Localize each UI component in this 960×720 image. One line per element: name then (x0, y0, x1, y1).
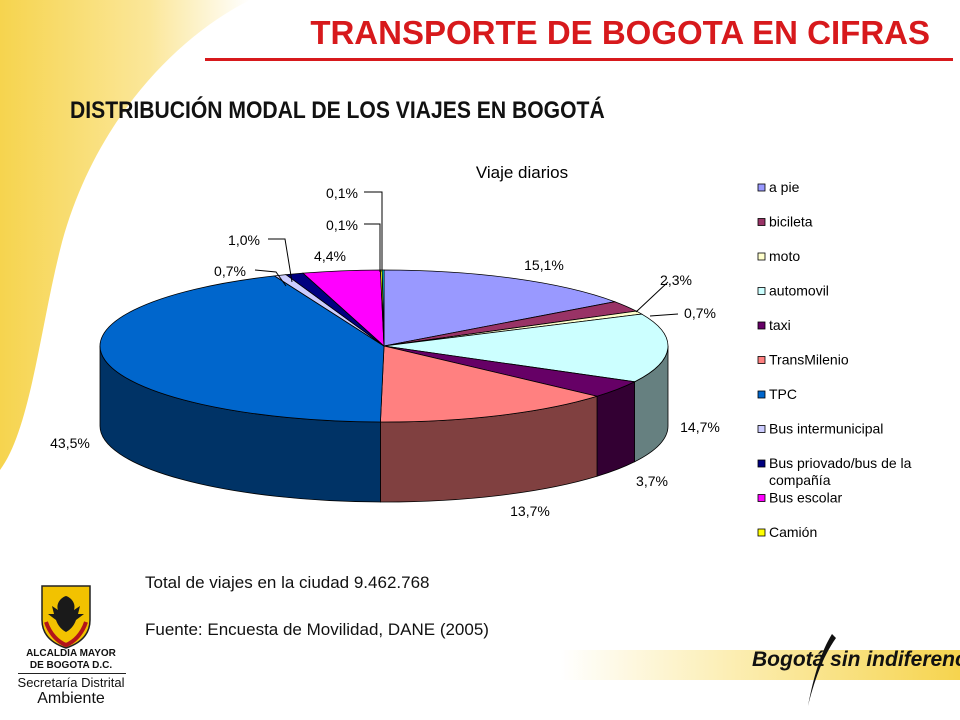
legend-swatch-4 (757, 321, 766, 330)
legend-swatch-1 (757, 218, 766, 226)
leader-line-1 (635, 281, 669, 313)
legend-label-10: Camión (769, 524, 817, 540)
legend-swatch-5 (757, 356, 766, 364)
pie-chart: Viaje diarios 15,1% 2,3% 0,7% 14,7% 3,7% 13,7… (50, 163, 912, 561)
org-name-line2: DE BOGOTA D.C. (29, 660, 113, 671)
legend-label-0: a pie (769, 179, 800, 195)
pie-slice-3 (383, 313, 669, 383)
org-divider (18, 673, 126, 674)
source-note: Fuente: Encuesta de Movilidad, DANE (200… (145, 620, 489, 639)
slogan-swoosh-icon (808, 634, 836, 706)
data-label-9: 4,4% (314, 248, 346, 264)
legend-label-9: Bus escolar (769, 490, 842, 506)
data-label-2: 0,7% (684, 305, 716, 321)
leader-line-7 (254, 269, 287, 287)
slogan-band (560, 650, 960, 680)
pie-slice-0 (383, 269, 617, 347)
org-name-line3: Secretaría Distrital (17, 675, 125, 690)
legend-swatch-0 (757, 183, 766, 192)
data-label-8: 1,0% (228, 232, 260, 248)
legend-swatch-8 (757, 459, 766, 468)
data-label-3: 14,7% (680, 419, 720, 435)
chart-title: Viaje diarios (476, 163, 568, 182)
data-label-1: 2,3% (660, 272, 692, 288)
legend-label-2: moto (769, 248, 800, 264)
legend-label-8: Bus priovado/bus de la compañía (769, 455, 912, 488)
pie-slice-5 (380, 345, 599, 423)
page-title: TRANSPORTE DE BOGOTA EN CIFRAS (310, 14, 930, 51)
legend-label-7: Bus intermunicipal (769, 421, 883, 437)
legend-label-11: Otros (769, 559, 803, 561)
legend-swatch-9 (757, 494, 766, 502)
legend-label-3: automovil (769, 283, 829, 299)
legend-swatch-10 (757, 528, 766, 537)
page-subtitle: DISTRIBUCIÓN MODAL DE LOS VIAJES EN BOGO… (70, 97, 605, 124)
legend-label-1: bicileta (769, 214, 813, 230)
total-trips-note: Total de viajes en la ciudad 9.462.768 (145, 573, 430, 592)
legend-swatch-2 (757, 252, 766, 261)
legend-label-6: TPC (769, 386, 797, 402)
leader-line-2 (649, 313, 679, 317)
data-label-7: 0,7% (214, 263, 246, 279)
org-name-line4: Ambiente (37, 690, 105, 707)
data-label-10: 0,1% (326, 217, 358, 233)
data-label-5: 13,7% (510, 503, 550, 519)
pie-side-4 (596, 381, 635, 477)
data-label-6: 43,5% (50, 435, 90, 451)
legend-swatch-7 (757, 425, 766, 433)
slogan-logo: Bogotá sin indiferencia (752, 648, 960, 671)
org-name-line1: ALCALDIA MAYOR (26, 648, 116, 659)
legend-swatch-6 (757, 390, 766, 399)
title-underline (205, 58, 953, 61)
legend-label-5: TransMilenio (769, 352, 849, 368)
pie-slice-6 (99, 275, 385, 423)
data-label-4: 3,7% (636, 473, 668, 489)
data-label-11: 0,1% (326, 185, 358, 201)
data-label-0: 15,1% (524, 257, 564, 273)
leader-line-8 (268, 238, 293, 283)
coat-of-arms-icon (41, 585, 91, 649)
leader-line-11 (364, 191, 383, 272)
leader-line-10 (364, 223, 381, 272)
legend-label-4: taxi (769, 317, 791, 333)
legend-swatch-3 (757, 287, 766, 295)
